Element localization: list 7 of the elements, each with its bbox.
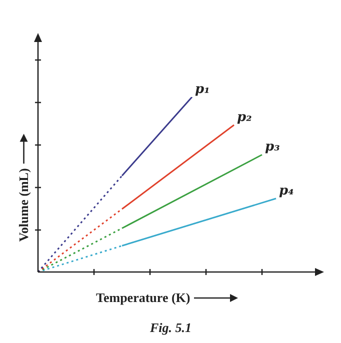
x-axis-title: Temperature (K)	[96, 290, 190, 306]
series-label: p₂	[237, 110, 252, 125]
caption: Fig. 5.1	[150, 320, 192, 336]
y-axis-title: Volume (mL)	[16, 168, 32, 242]
series-label: p₃	[265, 140, 280, 155]
series-label: p₁	[195, 82, 210, 97]
series-label: p₄	[279, 183, 294, 198]
